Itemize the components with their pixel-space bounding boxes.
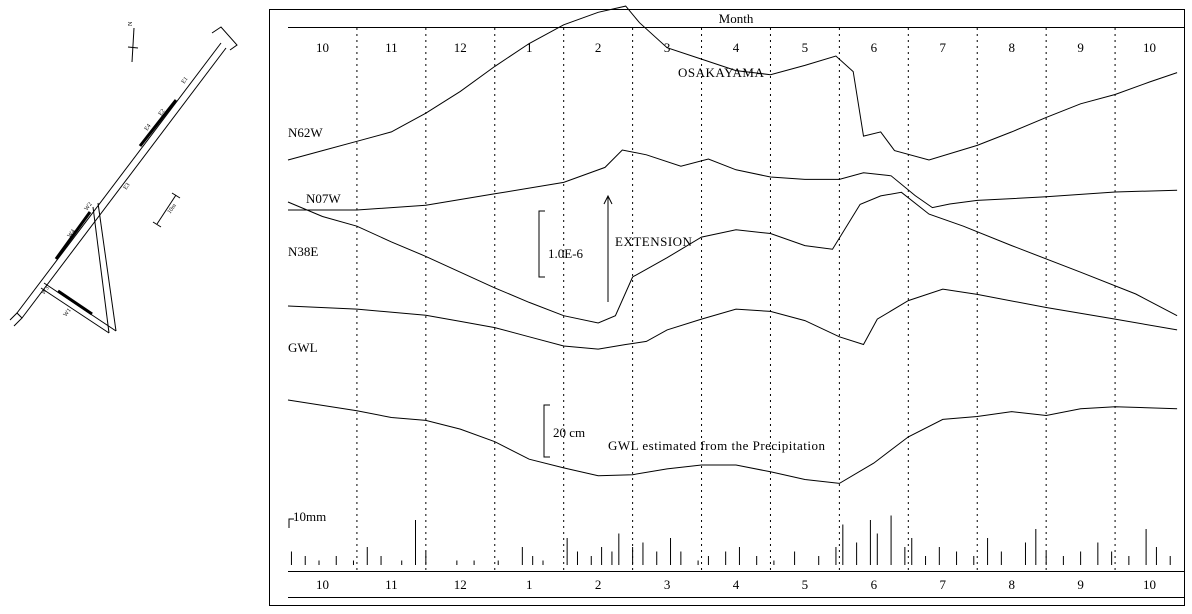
month-tick-label: 1 bbox=[526, 577, 533, 592]
diagram-label: E2 bbox=[158, 108, 167, 117]
series-label-n07w: N07W bbox=[306, 191, 341, 206]
month-tick-label: 12 bbox=[454, 577, 467, 592]
scale-tick bbox=[171, 192, 181, 199]
gwl-scale-bar bbox=[543, 404, 550, 458]
series-line-n62w bbox=[287, 5, 1178, 161]
month-ticks-top: 10 11 12 1 2 3 4 5 6 7 8 9 10 bbox=[316, 40, 1156, 55]
extension-arrow bbox=[603, 194, 613, 302]
chart-frame bbox=[269, 9, 1185, 606]
strain-scale-bar bbox=[538, 210, 545, 278]
series-label-gwl: GWL bbox=[288, 340, 318, 355]
month-tick-label: 9 bbox=[1077, 40, 1084, 55]
gwl-scale-label: 20 cm bbox=[553, 425, 585, 440]
month-tick-label: 7 bbox=[940, 577, 947, 592]
diagram-label: W4 bbox=[67, 229, 77, 240]
month-tick-label: 10 bbox=[1143, 40, 1156, 55]
branch-c bbox=[40, 287, 110, 334]
series-line-gwl bbox=[287, 288, 1178, 350]
month-tick-label: 6 bbox=[871, 40, 878, 55]
series-line-n07w bbox=[288, 149, 1178, 211]
month-gridlines bbox=[356, 28, 1116, 571]
precipitation-bars bbox=[290, 515, 1171, 565]
diagram-label: W1 bbox=[63, 308, 73, 319]
month-tick-label: 10 bbox=[1143, 577, 1156, 592]
series-lines bbox=[287, 5, 1178, 484]
month-tick-label: 4 bbox=[733, 577, 740, 592]
diagram-label: E1 bbox=[181, 76, 190, 85]
month-tick-label: 7 bbox=[940, 40, 947, 55]
month-tick-label: 10 bbox=[316, 40, 329, 55]
month-tick-label: 8 bbox=[1008, 40, 1015, 55]
month-tick-label: 5 bbox=[802, 40, 809, 55]
extension-label: EXTENSION bbox=[615, 234, 693, 249]
extensometer-w1 bbox=[57, 289, 93, 316]
series-line-n38e bbox=[287, 191, 1178, 324]
diagram-label: E3 bbox=[123, 182, 132, 191]
month-tick-label: 11 bbox=[385, 40, 398, 55]
chart-header: Month bbox=[719, 11, 754, 26]
month-tick-label: 2 bbox=[595, 40, 602, 55]
north-arrow bbox=[131, 27, 135, 63]
gallery-wall-a bbox=[16, 42, 222, 314]
scale-label: 10m bbox=[167, 203, 178, 215]
diagram-label: E4 bbox=[144, 123, 153, 132]
site-plan-labels: E1 E2 E3 E4 W1 W2 W3 W4 10m N bbox=[41, 21, 190, 318]
month-tick-label: 12 bbox=[454, 40, 467, 55]
month-tick-label: 11 bbox=[385, 577, 398, 592]
entrance-bottom bbox=[9, 312, 23, 327]
strain-scale-label: 1.0E-6 bbox=[548, 246, 584, 261]
month-tick-label: 6 bbox=[871, 577, 878, 592]
north-label: N bbox=[128, 21, 134, 26]
series-label-n62w: N62W bbox=[288, 125, 323, 140]
precip-scale-label: 10mm bbox=[293, 509, 326, 524]
scale-bar bbox=[156, 194, 177, 225]
month-tick-label: 3 bbox=[664, 577, 671, 592]
month-tick-label: 5 bbox=[802, 577, 809, 592]
entrance-top bbox=[211, 26, 238, 51]
scale-tick bbox=[152, 221, 162, 228]
series-label-n38e: N38E bbox=[288, 244, 318, 259]
month-tick-label: 4 bbox=[733, 40, 740, 55]
month-ticks-bottom: 10 11 12 1 2 3 4 5 6 7 8 9 10 bbox=[316, 577, 1156, 592]
month-tick-label: 10 bbox=[316, 577, 329, 592]
diagram-label: W3 bbox=[41, 286, 51, 297]
month-tick-label: 9 bbox=[1077, 577, 1084, 592]
site-plan-diagram bbox=[9, 26, 238, 334]
series-line-gwl-estimated bbox=[287, 399, 1178, 484]
site-label: OSAKAYAMA bbox=[678, 65, 764, 80]
branch-b bbox=[97, 202, 117, 332]
month-tick-label: 2 bbox=[595, 577, 602, 592]
north-tick bbox=[127, 46, 139, 49]
month-tick-label: 8 bbox=[1008, 577, 1015, 592]
extensometer-w bbox=[54, 211, 92, 260]
precip-scale-bar bbox=[288, 518, 294, 528]
diagram-label: W2 bbox=[84, 202, 94, 213]
gwl-estimated-label: GWL estimated from the Precipitation bbox=[608, 438, 826, 453]
extensometer-e4 bbox=[138, 99, 178, 147]
month-tick-label: 1 bbox=[526, 40, 533, 55]
gallery-wall-b bbox=[21, 47, 227, 319]
branch-a bbox=[92, 206, 110, 334]
